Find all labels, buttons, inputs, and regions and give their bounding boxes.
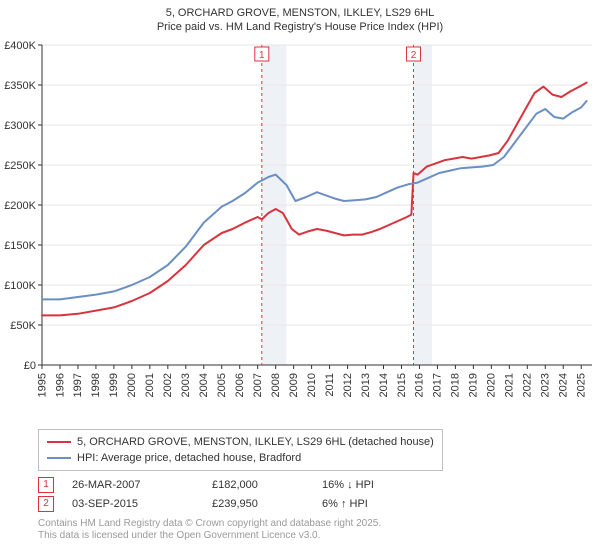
- svg-text:1: 1: [259, 50, 265, 61]
- svg-text:2002: 2002: [162, 373, 174, 397]
- event-badge-1: 1: [38, 477, 54, 493]
- legend-swatch-1: [47, 457, 71, 459]
- event-date-2: 03-SEP-2015: [72, 498, 212, 510]
- chart-svg: £0 £50K £100K £150K £200K £250K £300K £350K £400…: [0, 35, 600, 425]
- svg-text:2004: 2004: [198, 373, 210, 397]
- svg-text:2012: 2012: [342, 373, 354, 397]
- svg-text:2003: 2003: [180, 373, 192, 397]
- legend-item-1: HPI: Average price, detached house, Brad…: [47, 450, 434, 466]
- svg-text:2009: 2009: [288, 373, 300, 397]
- svg-text:£300K: £300K: [4, 120, 36, 132]
- svg-text:2018: 2018: [450, 373, 462, 397]
- svg-text:2006: 2006: [234, 373, 246, 397]
- svg-text:2014: 2014: [378, 373, 390, 397]
- svg-text:£50K: £50K: [10, 320, 36, 332]
- event-price-2: £239,950: [212, 498, 322, 510]
- svg-text:2024: 2024: [558, 373, 570, 397]
- svg-text:2011: 2011: [324, 373, 336, 397]
- svg-text:£0: £0: [24, 360, 36, 372]
- event-delta-2: 6% ↑ HPI: [322, 498, 368, 510]
- legend-label-0: 5, ORCHARD GROVE, MENSTON, ILKLEY, LS29 …: [77, 436, 434, 448]
- chart-area: £0 £50K £100K £150K £200K £250K £300K £350K £400…: [0, 35, 600, 425]
- svg-text:2000: 2000: [126, 373, 138, 397]
- svg-text:1999: 1999: [108, 373, 120, 397]
- svg-text:2013: 2013: [360, 373, 372, 397]
- svg-text:2010: 2010: [306, 373, 318, 397]
- event-price-1: £182,000: [212, 479, 322, 491]
- svg-text:2022: 2022: [522, 373, 534, 397]
- footer-line1: Contains HM Land Registry data © Crown c…: [38, 518, 600, 531]
- legend-label-1: HPI: Average price, detached house, Brad…: [77, 452, 301, 464]
- event-row-2: 2 03-SEP-2015 £239,950 6% ↑ HPI: [38, 496, 600, 512]
- event-badge-2: 2: [38, 496, 54, 512]
- event-date-1: 26-MAR-2007: [72, 479, 212, 491]
- svg-text:2021: 2021: [504, 373, 516, 397]
- footer-line2: This data is licensed under the Open Gov…: [38, 530, 600, 543]
- svg-text:2001: 2001: [144, 373, 156, 397]
- svg-text:2005: 2005: [216, 373, 228, 397]
- title-line1: 5, ORCHARD GROVE, MENSTON, ILKLEY, LS29 …: [0, 6, 600, 20]
- svg-text:2007: 2007: [252, 373, 264, 397]
- legend-swatch-0: [47, 441, 71, 443]
- event-delta-1: 16% ↓ HPI: [322, 479, 374, 491]
- legend-item-0: 5, ORCHARD GROVE, MENSTON, ILKLEY, LS29 …: [47, 434, 434, 450]
- svg-text:2016: 2016: [414, 373, 426, 397]
- event-row-1: 1 26-MAR-2007 £182,000 16% ↓ HPI: [38, 477, 600, 493]
- event-table: 1 26-MAR-2007 £182,000 16% ↓ HPI 2 03-SE…: [38, 477, 600, 512]
- svg-text:2008: 2008: [270, 373, 282, 397]
- svg-text:£150K: £150K: [4, 240, 36, 252]
- svg-text:2019: 2019: [468, 373, 480, 397]
- title-line2: Price paid vs. HM Land Registry's House …: [0, 20, 600, 34]
- svg-text:2023: 2023: [540, 373, 552, 397]
- svg-text:2020: 2020: [486, 373, 498, 397]
- svg-text:2015: 2015: [396, 373, 408, 397]
- svg-text:1995: 1995: [36, 373, 48, 397]
- svg-text:1998: 1998: [90, 373, 102, 397]
- footer: Contains HM Land Registry data © Crown c…: [38, 518, 600, 543]
- svg-text:2017: 2017: [432, 373, 444, 397]
- legend: 5, ORCHARD GROVE, MENSTON, ILKLEY, LS29 …: [38, 429, 443, 471]
- svg-text:1997: 1997: [72, 373, 84, 397]
- svg-text:£350K: £350K: [4, 80, 36, 92]
- svg-text:2: 2: [411, 50, 417, 61]
- svg-text:£250K: £250K: [4, 160, 36, 172]
- svg-text:1996: 1996: [54, 373, 66, 397]
- svg-text:£400K: £400K: [4, 40, 36, 52]
- svg-text:£100K: £100K: [4, 280, 36, 292]
- svg-text:£200K: £200K: [4, 200, 36, 212]
- chart-title: 5, ORCHARD GROVE, MENSTON, ILKLEY, LS29 …: [0, 0, 600, 35]
- svg-text:2025: 2025: [576, 373, 588, 397]
